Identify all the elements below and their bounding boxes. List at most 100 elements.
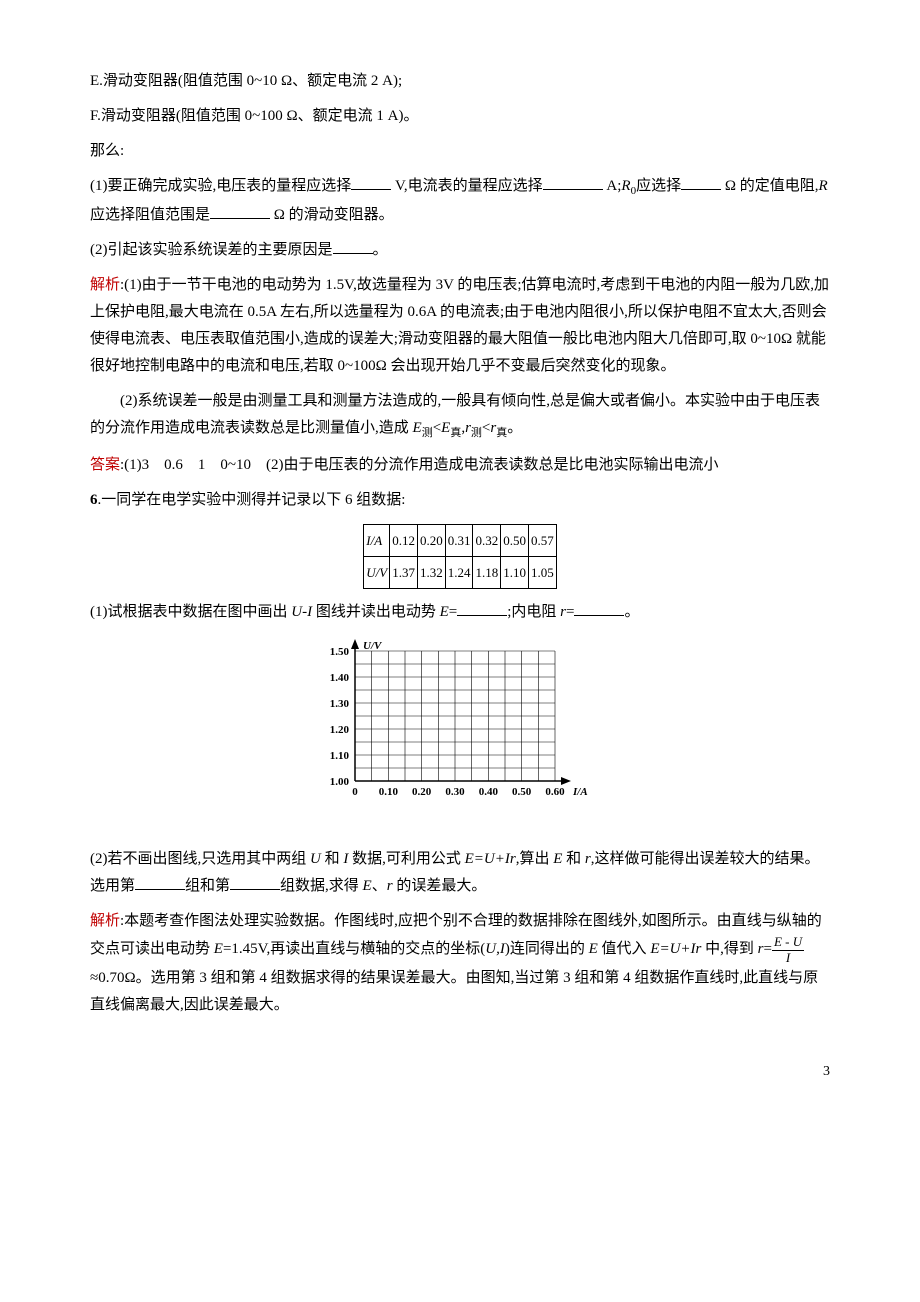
zhen-sub: 真 — [450, 427, 461, 439]
e-sym4: E — [553, 851, 562, 867]
option-e: E.滑动变阻器(阻值范围 0~10 Ω、额定电流 2 A); — [90, 68, 830, 95]
q2-end: 。 — [373, 242, 388, 258]
q62i: 和 — [562, 851, 585, 867]
j6c: =1.45V,再读出直线与横轴的交点的坐标( — [223, 942, 485, 958]
q2-text: (2)引起该实验系统误差的主要原因是 — [90, 242, 333, 258]
ce-sub: 测 — [422, 427, 433, 439]
cell: 0.57 — [528, 524, 556, 556]
jiexi1-text: :(1)由于一节干电池的电动势为 1.5V,故选量程为 3V 的电压表;估算电流… — [90, 277, 829, 374]
blank-group2 — [230, 874, 280, 890]
question-6-2: (2)若不画出图线,只选用其中两组 U 和 I 数据,可利用公式 E=U+Ir,… — [90, 846, 830, 900]
svg-text:1.40: 1.40 — [330, 672, 350, 684]
ce-sub2: 测 — [471, 427, 482, 439]
q61h: = — [566, 604, 574, 620]
q1-part-b: V,电流表的量程应选择 — [391, 178, 542, 194]
q1-part-g: Ω 的滑动变阻器。 — [270, 207, 394, 223]
q62a: (2)若不画出图线,只选用其中两组 — [90, 851, 310, 867]
page-number: 3 — [90, 1059, 830, 1084]
q62q: 的误差最大。 — [393, 878, 487, 894]
data-table: I/A 0.12 0.20 0.31 0.32 0.50 0.57 U/V 1.… — [363, 524, 556, 590]
q61a: (1)试根据表中数据在图中画出 — [90, 604, 291, 620]
analysis-2: (2)系统误差一般是由测量工具和测量方法造成的,一般具有倾向性,总是偏大或者偏小… — [90, 388, 830, 444]
daan-text: :(1)3 0.6 1 0~10 (2)由于电压表的分流作用造成电流表读数总是比… — [120, 457, 719, 473]
j6g: 值代入 — [598, 942, 651, 958]
j6i: 中,得到 — [701, 942, 757, 958]
svg-text:I/A: I/A — [572, 786, 588, 798]
row-label-i: I/A — [364, 524, 390, 556]
q62c: 和 — [321, 851, 344, 867]
cell: 1.24 — [445, 556, 473, 588]
svg-text:1.10: 1.10 — [330, 750, 350, 762]
q62m: 组数据,求得 — [280, 878, 363, 894]
grid-chart-svg: 1.501.401.301.201.101.0000.100.200.300.4… — [310, 636, 610, 826]
cell: 1.05 — [528, 556, 556, 588]
cell: 1.37 — [390, 556, 418, 588]
cell: 0.12 — [390, 524, 418, 556]
question-6-1: (1)试根据表中数据在图中画出 U-I 图线并读出电动势 E=;内电阻 r=。 — [90, 599, 830, 626]
cell: 0.32 — [473, 524, 501, 556]
ui-chart: 1.501.401.301.201.101.0000.100.200.300.4… — [90, 636, 830, 836]
j6e: )连同得出的 — [505, 942, 589, 958]
frac-num: E - U — [772, 935, 804, 950]
q1-part-c: A; — [603, 178, 622, 194]
svg-text:0.20: 0.20 — [412, 786, 432, 798]
e-sym2: E — [441, 420, 450, 436]
q1-part-c3: 应选择 — [636, 178, 681, 194]
r0-symbol: R — [621, 178, 630, 194]
analysis-6: 解析:本题考查作图法处理实验数据。作图线时,应把个别不合理的数据排除在图线外,如… — [90, 908, 830, 1019]
svg-text:0: 0 — [352, 786, 358, 798]
svg-text:0.30: 0.30 — [445, 786, 465, 798]
jiexi2-end: 。 — [507, 420, 522, 436]
q62e: 数据,可利用公式 — [348, 851, 464, 867]
table-row-i: I/A 0.12 0.20 0.31 0.32 0.50 0.57 — [364, 524, 556, 556]
q61c: 图线并读出电动势 — [312, 604, 440, 620]
option-f: F.滑动变阻器(阻值范围 0~100 Ω、额定电流 1 A)。 — [90, 103, 830, 130]
svg-text:0.60: 0.60 — [545, 786, 565, 798]
blank-emf — [457, 600, 507, 616]
blank-group1 — [135, 874, 185, 890]
r-symbol: R — [819, 178, 828, 194]
zhen-sub2: 真 — [496, 427, 507, 439]
q1-part-d: Ω 的定值电阻, — [721, 178, 818, 194]
e-sym3: E — [440, 604, 449, 620]
formula: E=U+Ir — [465, 851, 516, 867]
q61i: 。 — [624, 604, 639, 620]
q62o: 、 — [372, 878, 387, 894]
svg-text:1.30: 1.30 — [330, 698, 350, 710]
q6-intro-text: .一同学在电学实验中测得并记录以下 6 组数据: — [98, 492, 406, 508]
blank-r — [574, 600, 624, 616]
analysis-1: 解析:(1)由于一节干电池的电动势为 1.5V,故选量程为 3V 的电压表;估算… — [90, 272, 830, 380]
e-sym: E — [413, 420, 422, 436]
cell: 0.31 — [445, 524, 473, 556]
svg-text:0.50: 0.50 — [512, 786, 532, 798]
cell: 0.50 — [501, 524, 529, 556]
blank-ammeter — [543, 174, 603, 190]
jiexi-label: 解析 — [90, 277, 120, 293]
j6f: E — [589, 942, 598, 958]
cell: 0.20 — [417, 524, 445, 556]
j6d: U,I — [485, 942, 505, 958]
blank-voltmeter — [351, 174, 391, 190]
q61e: = — [449, 604, 457, 620]
q1-part-a: (1)要正确完成实验,电压表的量程应选择 — [90, 178, 351, 194]
e-sym5: E — [363, 878, 372, 894]
svg-text:1.50: 1.50 — [330, 646, 350, 658]
svg-text:1.00: 1.00 — [330, 776, 350, 788]
cell: 1.32 — [417, 556, 445, 588]
answer-block: 答案:(1)3 0.6 1 0~10 (2)由于电压表的分流作用造成电流表读数总… — [90, 452, 830, 479]
question-1: (1)要正确完成实验,电压表的量程应选择 V,电流表的量程应选择 A;R0应选择… — [90, 173, 830, 229]
u-sym: U — [310, 851, 321, 867]
q62l: 组和第 — [185, 878, 230, 894]
svg-text:0.10: 0.10 — [379, 786, 399, 798]
question-2: (2)引起该实验系统误差的主要原因是 。 — [90, 237, 830, 264]
q6-num: 6 — [90, 492, 98, 508]
then-label: 那么: — [90, 138, 830, 165]
blank-reason — [333, 238, 373, 254]
ui-sym: U-I — [291, 604, 312, 620]
q61f: ;内电阻 — [507, 604, 560, 620]
q1-part-f: 应选择阻值范围是 — [90, 207, 210, 223]
table-row-u: U/V 1.37 1.32 1.24 1.18 1.10 1.05 — [364, 556, 556, 588]
row-label-u: U/V — [364, 556, 390, 588]
lt1: < — [433, 420, 441, 436]
j6l: ≈0.70Ω。选用第 3 组和第 4 组数据求得的结果误差最大。由图知,当过第 … — [90, 970, 818, 1013]
